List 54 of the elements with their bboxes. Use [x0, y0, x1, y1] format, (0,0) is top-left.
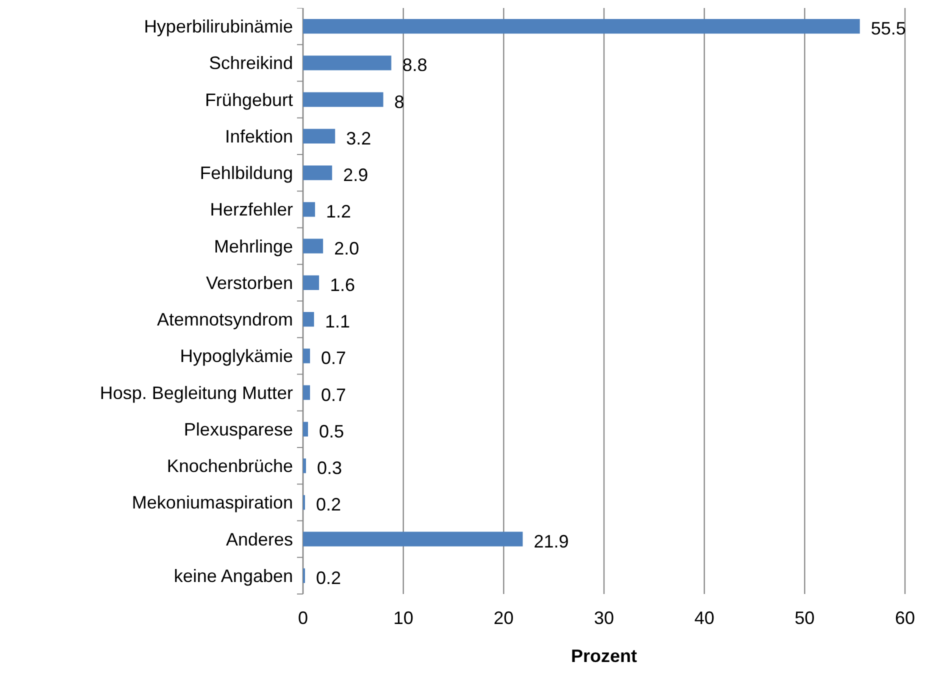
y-tick-label: Mehrlinge — [214, 236, 293, 256]
y-tick-label: Herzfehler — [210, 200, 294, 220]
data-label: 0.7 — [321, 348, 346, 368]
y-tick-label: keine Angaben — [174, 566, 293, 586]
x-tick-label: 60 — [894, 608, 916, 628]
y-tick-label: Fehlbildung — [200, 163, 293, 184]
bar — [303, 422, 308, 437]
y-tick-label: Verstorben — [206, 272, 293, 293]
data-label: 0.2 — [316, 494, 342, 515]
data-label: 0.5 — [319, 421, 344, 442]
bar — [303, 18, 860, 34]
data-label: 3.2 — [346, 128, 372, 148]
data-label: 1.1 — [325, 312, 350, 332]
y-tick-label: Anderes — [226, 529, 293, 550]
bar — [303, 348, 310, 364]
y-tick-label: Frühgeburt — [204, 90, 293, 110]
y-tick-label: Atemnotsyndrom — [156, 310, 293, 330]
bar — [303, 92, 384, 107]
data-label: 21.9 — [534, 531, 569, 552]
y-tick-label: Infektion — [224, 126, 293, 146]
x-tick-label: 0 — [298, 608, 308, 628]
data-label: 0.2 — [316, 568, 342, 588]
bar — [303, 238, 324, 254]
x-tick-label: 50 — [794, 608, 815, 628]
y-tick-label: Knochenbrüche — [166, 456, 293, 476]
bar — [303, 385, 310, 400]
bar — [303, 165, 332, 180]
data-label: 1.6 — [330, 274, 356, 295]
bar — [303, 312, 314, 327]
y-tick-label: Mekoniumaspiration — [132, 492, 293, 513]
data-label: 2.0 — [334, 238, 360, 258]
data-label: 2.9 — [343, 165, 368, 186]
y-tick-label: Plexusparese — [184, 419, 293, 440]
data-label: 1.2 — [326, 202, 352, 222]
x-tick-label: 30 — [594, 608, 614, 628]
data-label: 55.5 — [870, 18, 906, 39]
y-tick-label: Hosp. Begleitung Mutter — [100, 382, 293, 403]
y-tick-label: Hyperbilirubinämie — [144, 16, 293, 37]
x-tick-label: 20 — [494, 608, 514, 628]
x-tick-label: 40 — [694, 608, 714, 628]
x-axis-title: Prozent — [570, 646, 638, 666]
bar — [303, 56, 392, 70]
bar — [303, 275, 320, 290]
data-label: 8 — [394, 92, 404, 112]
bar — [303, 128, 336, 144]
data-label: 8.8 — [402, 55, 428, 76]
bar — [303, 202, 316, 217]
data-label: 0.7 — [321, 384, 346, 405]
x-tick-label: 10 — [393, 608, 414, 628]
data-label: 0.3 — [317, 458, 342, 478]
y-tick-label: Hypoglykämie — [180, 346, 293, 366]
y-tick-label: Schreikind — [208, 53, 293, 74]
bar — [303, 532, 523, 546]
bar — [303, 458, 306, 474]
